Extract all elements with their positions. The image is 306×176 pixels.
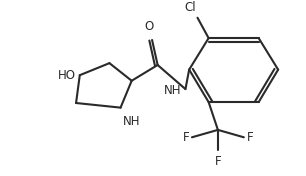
Text: NH: NH (164, 84, 182, 98)
Text: F: F (182, 131, 189, 144)
Text: HO: HO (58, 69, 76, 82)
Text: F: F (215, 155, 221, 168)
Text: F: F (247, 131, 253, 144)
Text: O: O (145, 20, 154, 33)
Text: Cl: Cl (184, 1, 196, 14)
Text: NH: NH (123, 115, 141, 128)
